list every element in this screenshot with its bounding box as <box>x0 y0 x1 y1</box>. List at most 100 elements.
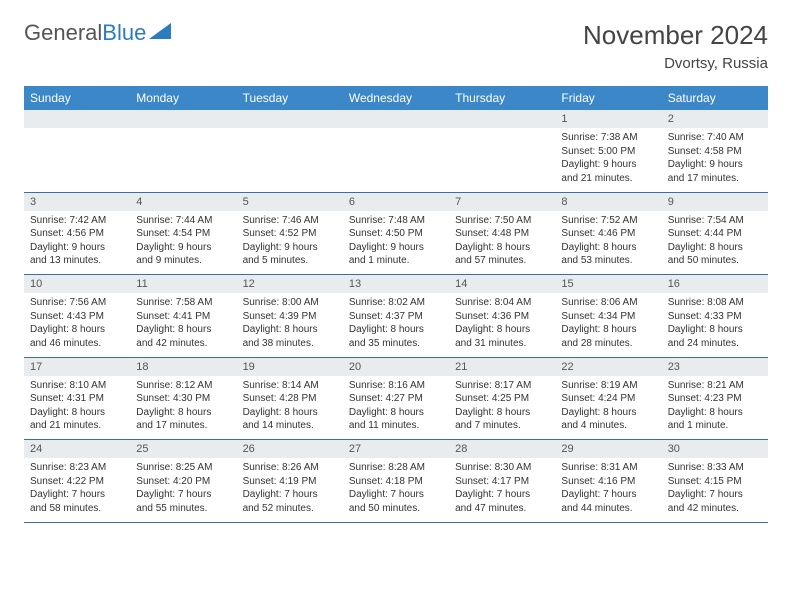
sunrise-text: Sunrise: 8:28 AM <box>349 461 443 475</box>
day-number-cell: 3 <box>24 192 130 211</box>
daylight-text: Daylight: 8 hours and 28 minutes. <box>561 323 655 350</box>
daylight-text: Daylight: 9 hours and 1 minute. <box>349 241 443 268</box>
day-data-cell: Sunrise: 8:08 AMSunset: 4:33 PMDaylight:… <box>662 293 768 357</box>
sunrise-text: Sunrise: 7:52 AM <box>561 214 655 228</box>
daylight-text: Daylight: 8 hours and 46 minutes. <box>30 323 124 350</box>
sunrise-text: Sunrise: 8:12 AM <box>136 379 230 393</box>
sunset-text: Sunset: 4:43 PM <box>30 310 124 324</box>
sunset-text: Sunset: 4:58 PM <box>668 145 762 159</box>
weekday-header: Tuesday <box>237 86 343 110</box>
day-number-cell: 15 <box>555 275 661 294</box>
title-block: November 2024 Dvortsy, Russia <box>583 20 768 72</box>
sunrise-text: Sunrise: 8:16 AM <box>349 379 443 393</box>
day-data-cell: Sunrise: 7:44 AMSunset: 4:54 PMDaylight:… <box>130 211 236 275</box>
day-data-cell: Sunrise: 8:26 AMSunset: 4:19 PMDaylight:… <box>237 458 343 522</box>
day-number-cell: 27 <box>343 440 449 459</box>
daylight-text: Daylight: 9 hours and 13 minutes. <box>30 241 124 268</box>
daylight-text: Daylight: 9 hours and 9 minutes. <box>136 241 230 268</box>
day-data-cell: Sunrise: 8:33 AMSunset: 4:15 PMDaylight:… <box>662 458 768 522</box>
day-number-cell <box>237 110 343 128</box>
day-data-row: Sunrise: 8:10 AMSunset: 4:31 PMDaylight:… <box>24 376 768 440</box>
day-number-cell: 7 <box>449 192 555 211</box>
sunset-text: Sunset: 4:41 PM <box>136 310 230 324</box>
sunset-text: Sunset: 4:54 PM <box>136 227 230 241</box>
sunset-text: Sunset: 4:44 PM <box>668 227 762 241</box>
day-data-cell: Sunrise: 7:52 AMSunset: 4:46 PMDaylight:… <box>555 211 661 275</box>
day-data-cell: Sunrise: 8:25 AMSunset: 4:20 PMDaylight:… <box>130 458 236 522</box>
day-number-cell: 12 <box>237 275 343 294</box>
day-data-cell: Sunrise: 8:21 AMSunset: 4:23 PMDaylight:… <box>662 376 768 440</box>
sunset-text: Sunset: 4:16 PM <box>561 475 655 489</box>
day-number-cell <box>343 110 449 128</box>
sunrise-text: Sunrise: 8:08 AM <box>668 296 762 310</box>
weekday-header: Thursday <box>449 86 555 110</box>
weekday-header: Friday <box>555 86 661 110</box>
day-data-cell: Sunrise: 7:46 AMSunset: 4:52 PMDaylight:… <box>237 211 343 275</box>
day-number-cell: 10 <box>24 275 130 294</box>
sunrise-text: Sunrise: 8:19 AM <box>561 379 655 393</box>
sunrise-text: Sunrise: 8:00 AM <box>243 296 337 310</box>
day-data-row: Sunrise: 7:38 AMSunset: 5:00 PMDaylight:… <box>24 128 768 192</box>
sunrise-text: Sunrise: 8:23 AM <box>30 461 124 475</box>
day-number-row: 10111213141516 <box>24 275 768 294</box>
sunrise-text: Sunrise: 7:58 AM <box>136 296 230 310</box>
day-data-row: Sunrise: 8:23 AMSunset: 4:22 PMDaylight:… <box>24 458 768 522</box>
sunset-text: Sunset: 4:18 PM <box>349 475 443 489</box>
sunset-text: Sunset: 4:56 PM <box>30 227 124 241</box>
sunset-text: Sunset: 4:39 PM <box>243 310 337 324</box>
day-number-cell: 24 <box>24 440 130 459</box>
sunset-text: Sunset: 4:22 PM <box>30 475 124 489</box>
day-number-cell: 29 <box>555 440 661 459</box>
daylight-text: Daylight: 7 hours and 55 minutes. <box>136 488 230 515</box>
sunrise-text: Sunrise: 7:40 AM <box>668 131 762 145</box>
day-number-cell: 5 <box>237 192 343 211</box>
day-data-row: Sunrise: 7:42 AMSunset: 4:56 PMDaylight:… <box>24 211 768 275</box>
sunset-text: Sunset: 4:31 PM <box>30 392 124 406</box>
sunset-text: Sunset: 4:23 PM <box>668 392 762 406</box>
daylight-text: Daylight: 9 hours and 21 minutes. <box>561 158 655 185</box>
sunrise-text: Sunrise: 8:10 AM <box>30 379 124 393</box>
daylight-text: Daylight: 8 hours and 31 minutes. <box>455 323 549 350</box>
day-data-cell: Sunrise: 8:12 AMSunset: 4:30 PMDaylight:… <box>130 376 236 440</box>
sunset-text: Sunset: 4:36 PM <box>455 310 549 324</box>
day-data-cell: Sunrise: 8:04 AMSunset: 4:36 PMDaylight:… <box>449 293 555 357</box>
day-number-cell: 21 <box>449 357 555 376</box>
sunrise-text: Sunrise: 8:30 AM <box>455 461 549 475</box>
day-data-cell: Sunrise: 7:42 AMSunset: 4:56 PMDaylight:… <box>24 211 130 275</box>
day-number-cell: 22 <box>555 357 661 376</box>
day-number-cell <box>130 110 236 128</box>
sunrise-text: Sunrise: 8:21 AM <box>668 379 762 393</box>
sunrise-text: Sunrise: 7:42 AM <box>30 214 124 228</box>
day-number-cell: 19 <box>237 357 343 376</box>
day-number-cell: 18 <box>130 357 236 376</box>
daylight-text: Daylight: 8 hours and 50 minutes. <box>668 241 762 268</box>
sunset-text: Sunset: 4:48 PM <box>455 227 549 241</box>
sunset-text: Sunset: 4:27 PM <box>349 392 443 406</box>
day-data-cell: Sunrise: 7:50 AMSunset: 4:48 PMDaylight:… <box>449 211 555 275</box>
day-data-cell: Sunrise: 8:02 AMSunset: 4:37 PMDaylight:… <box>343 293 449 357</box>
weekday-header-row: SundayMondayTuesdayWednesdayThursdayFrid… <box>24 86 768 110</box>
day-data-cell: Sunrise: 8:31 AMSunset: 4:16 PMDaylight:… <box>555 458 661 522</box>
sunrise-text: Sunrise: 8:33 AM <box>668 461 762 475</box>
calendar-page: GeneralBlue November 2024 Dvortsy, Russi… <box>0 0 792 533</box>
weekday-header: Saturday <box>662 86 768 110</box>
sunset-text: Sunset: 4:17 PM <box>455 475 549 489</box>
sunrise-text: Sunrise: 7:56 AM <box>30 296 124 310</box>
day-number-row: 3456789 <box>24 192 768 211</box>
sunset-text: Sunset: 4:34 PM <box>561 310 655 324</box>
logo-text-gray: General <box>24 20 102 46</box>
day-number-cell: 26 <box>237 440 343 459</box>
daylight-text: Daylight: 7 hours and 58 minutes. <box>30 488 124 515</box>
day-data-cell: Sunrise: 8:19 AMSunset: 4:24 PMDaylight:… <box>555 376 661 440</box>
daylight-text: Daylight: 8 hours and 24 minutes. <box>668 323 762 350</box>
sunset-text: Sunset: 4:37 PM <box>349 310 443 324</box>
day-number-cell: 20 <box>343 357 449 376</box>
day-data-cell: Sunrise: 7:54 AMSunset: 4:44 PMDaylight:… <box>662 211 768 275</box>
sunrise-text: Sunrise: 8:17 AM <box>455 379 549 393</box>
sunrise-text: Sunrise: 7:44 AM <box>136 214 230 228</box>
day-data-cell: Sunrise: 8:06 AMSunset: 4:34 PMDaylight:… <box>555 293 661 357</box>
sunset-text: Sunset: 4:50 PM <box>349 227 443 241</box>
day-data-cell: Sunrise: 7:48 AMSunset: 4:50 PMDaylight:… <box>343 211 449 275</box>
day-data-cell: Sunrise: 8:17 AMSunset: 4:25 PMDaylight:… <box>449 376 555 440</box>
day-number-cell: 25 <box>130 440 236 459</box>
